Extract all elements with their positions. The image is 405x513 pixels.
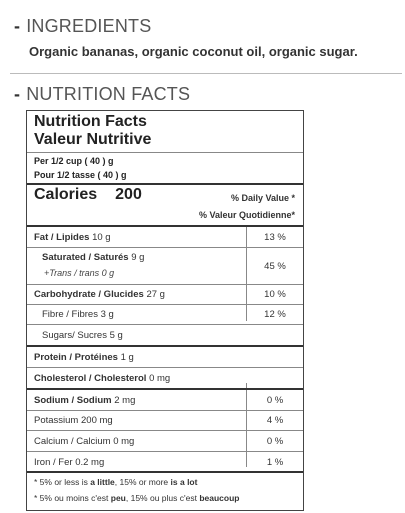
trans-amount: 0 g: [101, 268, 115, 278]
footnote-fr-part: * 5% ou moins c'est: [34, 493, 111, 503]
iron-amount: 0.2 mg: [75, 457, 105, 468]
nutrition-title: NUTRITION FACTS: [26, 84, 191, 104]
sodium-amount: 2 mg: [114, 395, 136, 406]
trans-row: +Trans / trans 0 g: [44, 268, 114, 278]
nutrition-facts-table: Nutrition Facts Valeur Nutritive Per 1/2…: [26, 110, 304, 511]
section-divider: [10, 73, 402, 74]
footnote-en-bold: is a lot: [170, 477, 198, 487]
thick-divider: [27, 388, 303, 390]
ingredients-title: INGREDIENTS: [26, 16, 152, 36]
fibre-row: Fibre / Fibres 3 g: [42, 309, 114, 320]
sugars-label: Sugars/ Sucres: [42, 330, 107, 341]
facts-title: Nutrition Facts Valeur Nutritive: [34, 113, 151, 149]
nutrition-heading: - NUTRITION FACTS: [14, 84, 190, 105]
serving-size-fr: Pour 1/2 tasse ( 40 ) g: [34, 170, 127, 180]
carbohydrate-dv: 10 %: [264, 289, 286, 300]
iron-label: Iron / Fer: [34, 457, 73, 468]
fat-amount: 10 g: [92, 232, 111, 243]
iron-row: Iron / Fer 0.2 mg: [34, 457, 104, 468]
calories-row: Calories 200: [34, 186, 142, 204]
potassium-label: Potassium: [34, 415, 79, 426]
fibre-amount: 3 g: [100, 309, 114, 320]
protein-row: Protein / Protéines 1 g: [34, 352, 134, 363]
sugars-amount: 5 g: [109, 330, 123, 341]
fat-row: Fat / Lipides 10 g: [34, 232, 111, 243]
sodium-row: Sodium / Sodium 2 mg: [34, 395, 135, 406]
facts-title-fr: Valeur Nutritive: [34, 131, 152, 148]
carbohydrate-row: Carbohydrate / Glucides 27 g: [34, 289, 165, 300]
trans-label: +Trans / trans: [44, 268, 100, 278]
serving-size-en: Per 1/2 cup ( 40 ) g: [34, 156, 114, 166]
nutrition-dash: -: [14, 84, 21, 104]
protein-amount: 1 g: [120, 352, 134, 363]
cholesterol-amount: 0 mg: [149, 373, 171, 384]
calories-value: 200: [115, 186, 142, 203]
fibre-label: Fibre / Fibres: [42, 309, 98, 320]
divider: [27, 284, 303, 285]
daily-value-heading-fr: % Valeur Quotidienne*: [198, 210, 295, 220]
calcium-label: Calcium / Calcium: [34, 436, 111, 447]
thick-divider: [27, 183, 303, 185]
protein-label: Protein / Protéines: [34, 352, 118, 363]
daily-value-heading-en: % Daily Value *: [230, 193, 295, 203]
saturated-label: Saturated / Saturés: [42, 252, 129, 263]
carbohydrate-label: Carbohydrate / Glucides: [34, 289, 144, 300]
ingredients-heading: - INGREDIENTS: [14, 16, 151, 37]
calcium-amount: 0 mg: [113, 436, 135, 447]
footnote-fr: * 5% ou moins c'est peu, 15% ou plus c'e…: [34, 493, 239, 503]
potassium-amount: 200 mg: [81, 415, 113, 426]
dv-column-line: [246, 383, 247, 467]
divider: [27, 451, 303, 452]
footnote-en-part: * 5% or less is: [34, 477, 91, 487]
divider: [27, 304, 303, 305]
divider: [27, 410, 303, 411]
sodium-label: Sodium / Sodium: [34, 395, 112, 406]
sugars-row: Sugars/ Sucres 5 g: [42, 330, 123, 341]
calories-label: Calories: [34, 186, 98, 203]
footnote-fr-bold: peu: [110, 493, 126, 503]
thick-divider: [27, 225, 303, 227]
footnote-en-part: , 15% or more: [114, 477, 171, 487]
divider: [27, 324, 303, 325]
footnote-en: * 5% or less is a little, 15% or more is…: [34, 477, 197, 487]
divider: [27, 367, 303, 368]
fat-dv: 13 %: [264, 232, 286, 243]
thick-divider: [27, 471, 303, 473]
footnote-fr-bold: beaucoup: [199, 493, 240, 503]
divider: [27, 430, 303, 431]
footnote-fr-part: , 15% ou plus c'est: [125, 493, 200, 503]
fibre-dv: 12 %: [264, 309, 286, 320]
saturated-dv: 45 %: [264, 261, 286, 272]
ingredients-dash: -: [14, 16, 21, 36]
potassium-dv: 4 %: [266, 415, 284, 426]
calcium-dv: 0 %: [266, 436, 284, 447]
cholesterol-row: Cholesterol / Cholesterol 0 mg: [34, 373, 170, 384]
sodium-dv: 0 %: [266, 395, 284, 406]
divider: [27, 247, 303, 248]
thick-divider: [27, 345, 303, 347]
iron-dv: 1 %: [266, 457, 284, 468]
calcium-row: Calcium / Calcium 0 mg: [34, 436, 134, 447]
potassium-row: Potassium 200 mg: [34, 415, 113, 426]
footnote-en-bold: a little: [90, 477, 115, 487]
dv-column-line: [246, 227, 247, 321]
facts-title-en: Nutrition Facts: [34, 113, 147, 130]
carbohydrate-amount: 27 g: [146, 289, 165, 300]
fat-label: Fat / Lipides: [34, 232, 90, 243]
ingredients-text: Organic bananas, organic coconut oil, or…: [29, 44, 358, 59]
saturated-row: Saturated / Saturés 9 g: [42, 252, 144, 263]
saturated-amount: 9 g: [131, 252, 145, 263]
divider: [27, 152, 303, 153]
cholesterol-label: Cholesterol / Cholesterol: [34, 373, 147, 384]
